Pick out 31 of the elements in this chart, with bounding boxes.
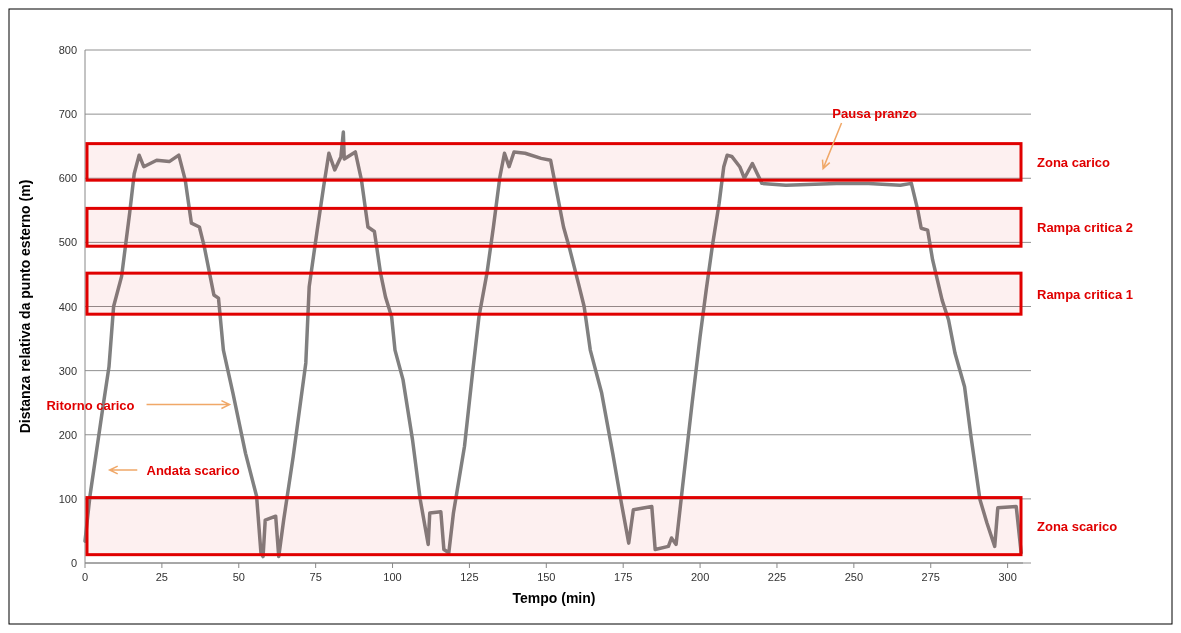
- x-tick-label: 125: [460, 571, 479, 583]
- y-axis-title: Distanza relativa da punto esterno (m): [17, 179, 33, 434]
- x-tick-label: 300: [998, 571, 1017, 583]
- x-tick-label: 25: [155, 571, 169, 583]
- annotation: Ritorno carico: [46, 397, 135, 413]
- y-tick-label: 600: [58, 172, 77, 185]
- y-tick-label: 800: [58, 44, 77, 56]
- x-tick-label: 100: [383, 571, 402, 583]
- x-tick-label: 200: [690, 571, 710, 583]
- y-tick-label: 200: [58, 428, 77, 441]
- band-label: Rampa critica 1: [1037, 286, 1134, 302]
- x-tick-label: 175: [614, 571, 633, 583]
- band-label: Rampa critica 2: [1037, 220, 1134, 236]
- y-tick-label: 300: [58, 364, 77, 377]
- y-tick-label: 100: [58, 492, 77, 505]
- y-tick-label: 0: [70, 557, 77, 569]
- x-tick-label: 275: [921, 571, 940, 583]
- band-label: Zona carico: [1037, 154, 1111, 170]
- annotation: Pausa pranzo: [832, 105, 917, 121]
- x-tick-label: 225: [767, 571, 787, 583]
- y-tick-label: 700: [58, 108, 77, 121]
- x-tick-label: 150: [537, 571, 556, 583]
- x-tick-label: 50: [232, 571, 245, 583]
- annotation: Andata scarico: [146, 463, 240, 479]
- x-tick-label: 0: [81, 571, 89, 583]
- y-tick-label: 400: [58, 300, 77, 313]
- y-tick-label: 500: [58, 236, 77, 249]
- band-label: Zona scarico: [1037, 519, 1118, 535]
- x-tick-label: 250: [844, 571, 864, 583]
- x-axis-title: Tempo (min): [512, 590, 596, 606]
- x-tick-label: 75: [309, 571, 322, 583]
